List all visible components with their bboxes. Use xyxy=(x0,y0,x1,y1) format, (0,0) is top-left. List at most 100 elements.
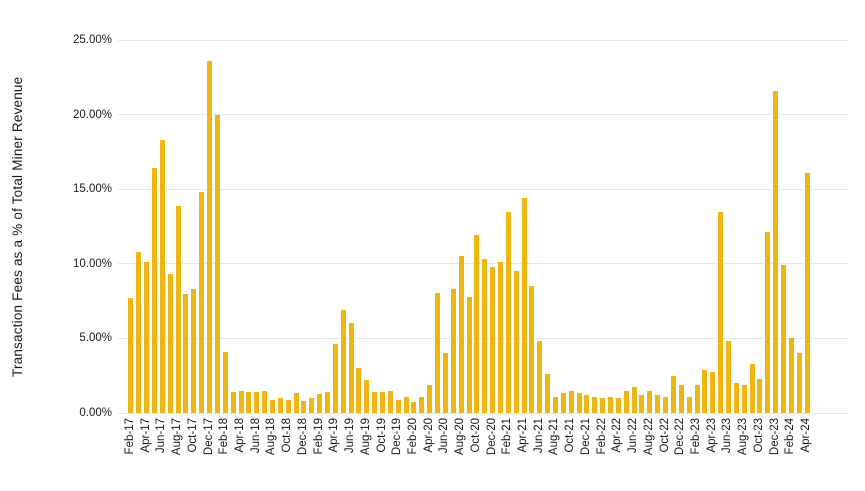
bar xyxy=(136,252,142,413)
bar xyxy=(269,400,275,413)
y-axis-title: Transaction Fees as a % of Total Miner R… xyxy=(10,76,25,377)
bar xyxy=(647,391,653,413)
x-tick-label: Jun-20 xyxy=(438,418,451,454)
bar xyxy=(230,392,236,413)
bar xyxy=(568,391,574,413)
gridline xyxy=(118,39,848,41)
y-tick-label: 5.00% xyxy=(79,332,112,345)
y-tick-label: 25.00% xyxy=(72,34,112,46)
bar xyxy=(364,380,370,413)
bar xyxy=(411,402,417,413)
x-tick-label: Jun-19 xyxy=(344,418,357,454)
bar xyxy=(159,140,165,413)
bar xyxy=(521,198,527,413)
x-tick-label: Apr-17 xyxy=(139,418,152,453)
bar xyxy=(497,262,503,413)
bar xyxy=(474,235,480,413)
x-tick-label: Oct-20 xyxy=(469,418,482,453)
x-tick-label: Dec-22 xyxy=(674,418,687,456)
gridline xyxy=(118,412,848,414)
x-tick-label: Dec-18 xyxy=(296,418,309,456)
x-tick-label: Dec-17 xyxy=(202,418,215,456)
bar xyxy=(340,310,346,413)
x-tick-label: Feb-19 xyxy=(312,418,325,455)
bar xyxy=(552,397,558,413)
bar xyxy=(788,338,794,413)
bar xyxy=(678,385,684,413)
x-tick-label: Oct-17 xyxy=(186,418,199,453)
y-tick-label: 15.00% xyxy=(72,183,112,196)
x-tick-label: Feb-20 xyxy=(406,418,419,455)
bar xyxy=(663,397,669,413)
x-tick-label: Oct-19 xyxy=(375,418,388,453)
bar xyxy=(537,341,543,413)
x-tick-label: Apr-22 xyxy=(611,418,624,453)
bar xyxy=(175,206,181,413)
bar xyxy=(710,372,716,413)
bar xyxy=(718,212,724,413)
bar xyxy=(191,289,197,413)
bar xyxy=(631,387,637,413)
x-tick-label: Jun-21 xyxy=(532,418,545,454)
x-tick-label: Oct-23 xyxy=(752,418,765,453)
bar xyxy=(301,401,307,413)
bar xyxy=(694,385,700,413)
gridline xyxy=(118,114,848,116)
bar xyxy=(435,293,441,413)
x-tick-label: Aug-23 xyxy=(737,418,750,456)
bar xyxy=(702,370,708,413)
bar xyxy=(254,392,260,413)
bar xyxy=(144,262,150,413)
bar xyxy=(608,397,614,413)
x-tick-label: Aug-20 xyxy=(454,418,467,456)
bar xyxy=(238,391,244,413)
bar xyxy=(167,274,173,413)
x-tick-label: Dec-23 xyxy=(768,418,781,456)
x-tick-label: Feb-24 xyxy=(784,418,797,455)
bar xyxy=(545,374,551,413)
bar xyxy=(686,397,692,413)
bar xyxy=(332,344,338,413)
bar xyxy=(733,383,739,413)
bar xyxy=(670,376,676,413)
x-tick-label: Aug-19 xyxy=(359,418,372,456)
bar xyxy=(372,392,378,413)
y-tick-label: 0.00% xyxy=(79,407,112,419)
x-tick-label: Aug-21 xyxy=(548,418,561,456)
bar xyxy=(576,393,582,413)
x-tick-label: Apr-19 xyxy=(328,418,341,453)
bar xyxy=(207,61,213,413)
bar xyxy=(796,353,802,413)
bar xyxy=(403,397,409,413)
bar xyxy=(725,341,731,413)
bar xyxy=(639,395,645,413)
x-tick-label: Dec-21 xyxy=(579,418,592,456)
y-tick-label: 10.00% xyxy=(72,257,112,270)
bar xyxy=(262,391,268,413)
bar xyxy=(584,395,590,413)
bar xyxy=(623,391,629,413)
bar xyxy=(427,385,433,413)
x-tick-label: Apr-18 xyxy=(234,418,246,453)
bar xyxy=(450,289,456,413)
gridline xyxy=(118,188,848,190)
x-tick-label: Oct-21 xyxy=(564,418,577,453)
bar xyxy=(773,91,779,413)
x-tick-label: Feb-22 xyxy=(595,418,608,455)
bar xyxy=(655,395,661,413)
bar xyxy=(214,115,220,413)
bar xyxy=(152,168,158,413)
bar xyxy=(387,391,393,413)
bar xyxy=(324,392,330,413)
bar xyxy=(560,393,566,413)
x-tick-label: Feb-21 xyxy=(501,418,514,455)
bar xyxy=(419,397,425,413)
bar xyxy=(309,398,315,413)
bar xyxy=(749,364,755,413)
x-tick-label: Feb-18 xyxy=(218,418,231,455)
bar xyxy=(458,256,464,413)
x-tick-label: Dec-19 xyxy=(391,418,404,456)
bar xyxy=(293,393,299,413)
y-tick-label: 20.00% xyxy=(72,108,112,121)
bar xyxy=(741,385,747,413)
